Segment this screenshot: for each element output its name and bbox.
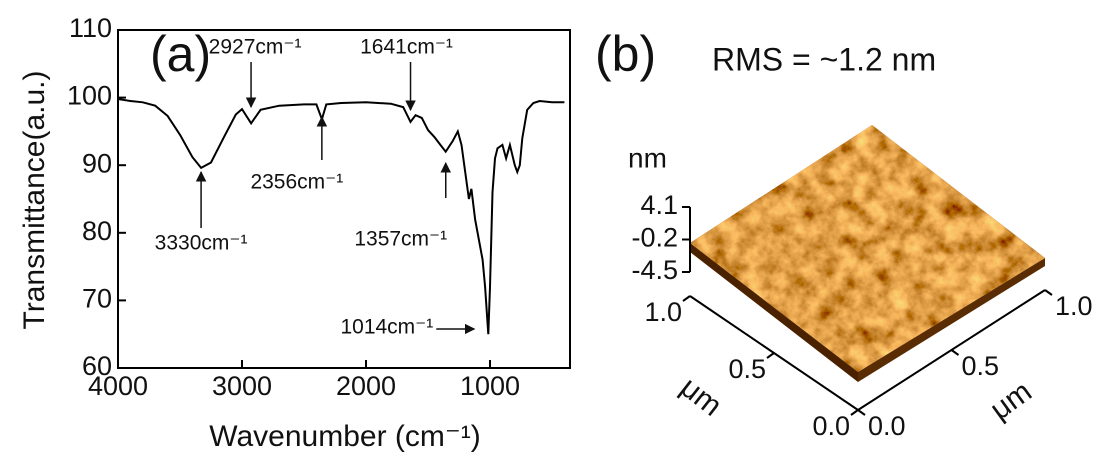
annotation: 3330cm⁻¹ xyxy=(155,232,248,255)
x-tick-label: 1000 xyxy=(460,371,520,401)
x-axis-title: μm xyxy=(984,375,1038,427)
y-tick-label: 80 xyxy=(82,216,112,246)
annotation: 1357cm⁻¹ xyxy=(354,228,447,251)
y-tick-label: 70 xyxy=(82,284,112,314)
y-axis-title: Transmittance(a.u.) xyxy=(18,71,51,330)
x-tick xyxy=(1045,290,1052,295)
panel-label: (a) xyxy=(150,26,211,82)
x-tick-label: 4000 xyxy=(88,371,148,401)
annotation: 1641cm⁻¹ xyxy=(360,36,453,59)
x-tick-label: 0.0 xyxy=(868,411,906,441)
x-tick xyxy=(858,410,865,415)
z-axis-title: nm xyxy=(628,142,667,173)
z-tick-label: 4.1 xyxy=(640,190,678,220)
z-tick-label: -0.2 xyxy=(631,223,678,253)
y-tick-label: 110 xyxy=(69,13,112,43)
x-tick xyxy=(952,350,959,355)
y-tick-label: 100 xyxy=(67,81,112,111)
figure: (a) Wavenumber (cm⁻¹) Transmittance(a.u.… xyxy=(0,0,1110,458)
page: {"chart_data": [ {"type": "line", "label… xyxy=(0,0,1110,458)
x-tick-label: 3000 xyxy=(212,371,272,401)
annotation: 1014cm⁻¹ xyxy=(340,316,433,339)
spectrum-line xyxy=(118,99,564,334)
y-tick-label: 0.0 xyxy=(812,411,850,441)
y-tick-label: 0.5 xyxy=(728,354,766,384)
x-axis-title: Wavenumber (cm⁻¹) xyxy=(209,420,480,453)
z-tick-label: -4.5 xyxy=(631,255,678,285)
annotation: 2356cm⁻¹ xyxy=(250,171,343,194)
y-tick-label: 1.0 xyxy=(644,297,682,327)
y-tick xyxy=(767,353,774,358)
x-tick-label: 2000 xyxy=(336,371,396,401)
panel-label: (b) xyxy=(595,26,656,82)
y-tick-label: 90 xyxy=(82,148,112,178)
panel-title: RMS = ~1.2 nm xyxy=(712,41,936,77)
y-tick xyxy=(683,296,690,301)
surface-texture xyxy=(690,125,1045,372)
annotation: 2927cm⁻¹ xyxy=(209,36,302,59)
y-tick xyxy=(851,410,858,415)
x-tick-label: 0.5 xyxy=(962,351,1000,381)
y-axis-title: μm xyxy=(674,371,728,423)
x-tick-label: 1.0 xyxy=(1055,291,1093,321)
